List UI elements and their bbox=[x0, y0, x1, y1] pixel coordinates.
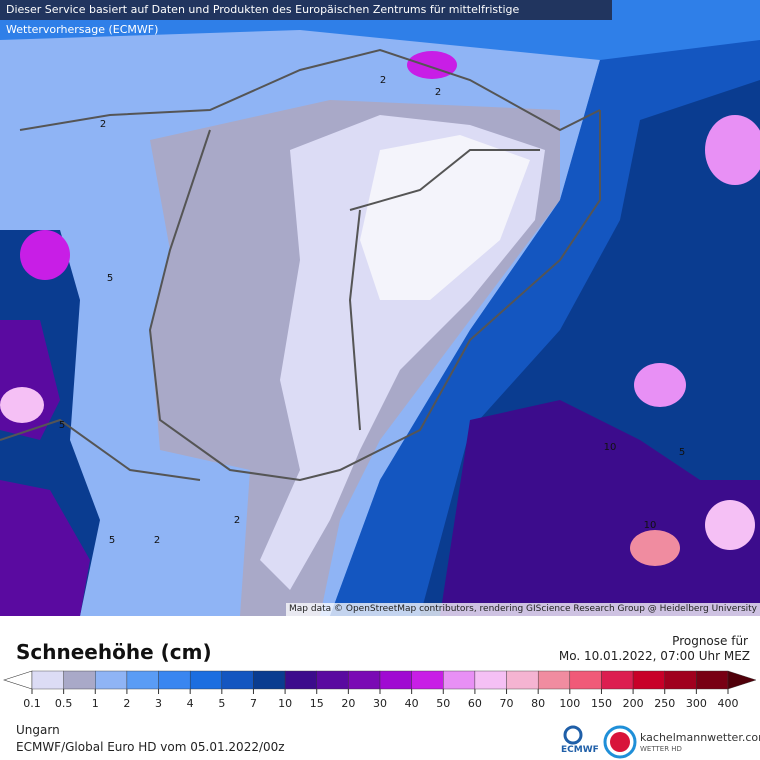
scale-cell bbox=[474, 670, 507, 690]
scale-tick-label: 200 bbox=[623, 697, 644, 710]
snow-peak bbox=[407, 51, 457, 79]
scale-tick-label: 40 bbox=[405, 697, 419, 710]
snow-peak bbox=[705, 500, 755, 550]
scale-cell bbox=[569, 670, 602, 690]
scale-cell bbox=[284, 670, 317, 690]
scale-cell bbox=[158, 670, 191, 690]
region: Ungarn bbox=[16, 723, 60, 737]
scale-cell bbox=[31, 670, 64, 690]
forecast-label: Prognose für bbox=[672, 634, 748, 648]
scale-cell bbox=[537, 670, 571, 690]
snow-peak bbox=[630, 530, 680, 566]
brand-name: kachelmannwetter.com bbox=[640, 731, 760, 744]
contour-label: 2 bbox=[234, 515, 240, 526]
contour-label: 2 bbox=[435, 87, 441, 98]
scale-cell bbox=[221, 670, 254, 690]
scale-cell bbox=[95, 670, 128, 690]
color-scale: 0.1 0.5 1 2 3 4 5 7 10 15 20 30 40 50 60 70 80 100 150 200 2… bbox=[3, 670, 757, 710]
snow-peak bbox=[20, 230, 70, 280]
scale-tick-label: 400 bbox=[718, 697, 739, 710]
brand-subtitle: WETTER HD bbox=[640, 745, 682, 753]
scale-tick-label: 15 bbox=[310, 697, 324, 710]
service-note: Dieser Service basiert auf Daten und Pro… bbox=[0, 0, 612, 36]
scale-cell bbox=[632, 670, 665, 690]
forecast-time: Mo. 10.01.2022, 07:00 Uhr MEZ bbox=[558, 649, 750, 663]
scale-cell bbox=[664, 670, 697, 690]
scale-tick-label: 70 bbox=[500, 697, 514, 710]
model-run: ECMWF/Global Euro HD vom 05.01.2022/00z bbox=[16, 740, 285, 754]
brand-logo bbox=[603, 725, 637, 759]
scale-tick-label: 150 bbox=[591, 697, 612, 710]
scale-tick-label: 10 bbox=[278, 697, 292, 710]
ecmwf-logo-icon bbox=[563, 725, 583, 745]
scale-cell bbox=[506, 670, 539, 690]
scale-cell bbox=[253, 670, 286, 690]
scale-arrow-low bbox=[3, 670, 33, 690]
snow-peak bbox=[705, 115, 760, 185]
scale-tick-label: 50 bbox=[436, 697, 450, 710]
scale-cell bbox=[189, 670, 223, 690]
scale-tick-label: 250 bbox=[654, 697, 675, 710]
scale-tick-label: 2 bbox=[123, 697, 130, 710]
snow-peak bbox=[0, 387, 44, 423]
contour-label: 2 bbox=[100, 119, 106, 130]
scale-cell bbox=[379, 670, 412, 690]
contour-label: 5 bbox=[679, 447, 685, 458]
scale-cell bbox=[126, 670, 159, 690]
map-attribution: Map data © OpenStreetMap contributors, r… bbox=[286, 603, 760, 616]
scale-tick-label: 60 bbox=[468, 697, 482, 710]
scale-cell bbox=[696, 670, 729, 690]
contour-label: 5 bbox=[107, 273, 113, 284]
scale-cell bbox=[63, 670, 96, 690]
scale-tick-label: 5 bbox=[218, 697, 225, 710]
scale-tick-label: 1 bbox=[92, 697, 99, 710]
scale-tick-label: 80 bbox=[531, 697, 545, 710]
snow-peak bbox=[634, 363, 686, 407]
scale-tick-label: 0.5 bbox=[55, 697, 73, 710]
snow-area-white bbox=[360, 135, 530, 300]
scale-tick-label: 100 bbox=[559, 697, 580, 710]
scale-cell bbox=[316, 670, 349, 690]
scale-cell bbox=[601, 670, 634, 690]
legend-title: Schneehöhe (cm) bbox=[16, 640, 212, 664]
border-line bbox=[0, 48, 601, 482]
scale-tick-label: 7 bbox=[250, 697, 257, 710]
contour-label: 5 bbox=[59, 420, 65, 431]
scale-cell bbox=[411, 670, 444, 690]
ecmwf-logo: ECMWF bbox=[561, 745, 599, 755]
contour-label: 10 bbox=[604, 442, 617, 453]
scale-tick-label: 0.1 bbox=[23, 697, 41, 710]
scale-tick-label: 300 bbox=[686, 697, 707, 710]
contour-label: 2 bbox=[380, 75, 386, 86]
scale-arrow-high bbox=[727, 670, 757, 690]
scale-tick-label: 4 bbox=[187, 697, 194, 710]
snow-area-purple bbox=[440, 400, 760, 616]
scale-cell bbox=[348, 670, 381, 690]
scale-cell bbox=[443, 670, 476, 690]
contour-label: 2 bbox=[154, 535, 160, 546]
contour-label: 10 bbox=[644, 520, 657, 531]
map: 2 2 2 5 5 5 2 10 5 10 2 bbox=[0, 0, 760, 616]
scale-tick-label: 30 bbox=[373, 697, 387, 710]
scale-tick-label: 3 bbox=[155, 697, 162, 710]
scale-tick-label: 20 bbox=[341, 697, 355, 710]
contour-label: 5 bbox=[109, 535, 115, 546]
